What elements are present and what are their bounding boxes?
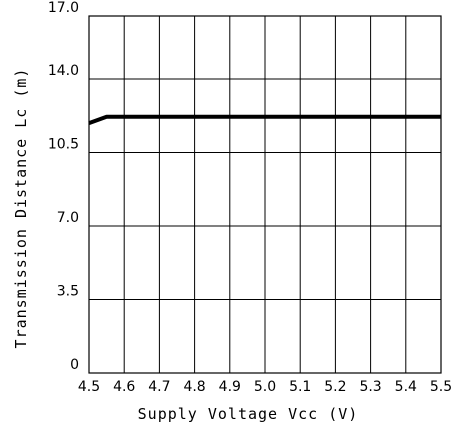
x-tick-label: 5.5 (430, 379, 452, 395)
y-tick-label: 7.0 (57, 210, 79, 226)
x-tick-label: 5.1 (289, 379, 311, 395)
y-tick-labels: 0 3.5 7.0 10.5 14.0 17.0 (48, 0, 79, 373)
x-tick-label: 5.0 (254, 379, 276, 395)
x-tick-label: 5.3 (359, 379, 381, 395)
x-tick-label: 5.2 (324, 379, 346, 395)
x-tick-labels: 4.5 4.6 4.7 4.8 4.9 5.0 5.1 5.2 5.3 5.4 5.5 (78, 379, 452, 395)
y-tick-label: 0 (70, 357, 79, 373)
x-tick-label: 4.5 (78, 379, 100, 395)
y-tick-label: 14.0 (48, 63, 79, 79)
x-tick-label: 4.6 (113, 379, 135, 395)
x-tick-label: 4.8 (183, 379, 205, 395)
y-tick-label: 17.0 (48, 0, 79, 16)
x-axis-label: Supply Voltage Vcc (V) (138, 405, 359, 423)
x-tick-label: 4.9 (219, 379, 241, 395)
y-axis-label: Transmission Distance Lc (m) (12, 68, 30, 349)
horizontal-gridlines (89, 78, 441, 300)
x-tick-label: 5.4 (395, 379, 417, 395)
series-line (88, 114, 441, 125)
y-tick-label: 10.5 (48, 137, 79, 153)
y-tick-label: 3.5 (57, 284, 79, 300)
plot-frame (88, 15, 442, 374)
series-layer (88, 114, 441, 125)
vertical-gridlines (123, 16, 407, 373)
x-tick-label: 4.7 (148, 379, 170, 395)
